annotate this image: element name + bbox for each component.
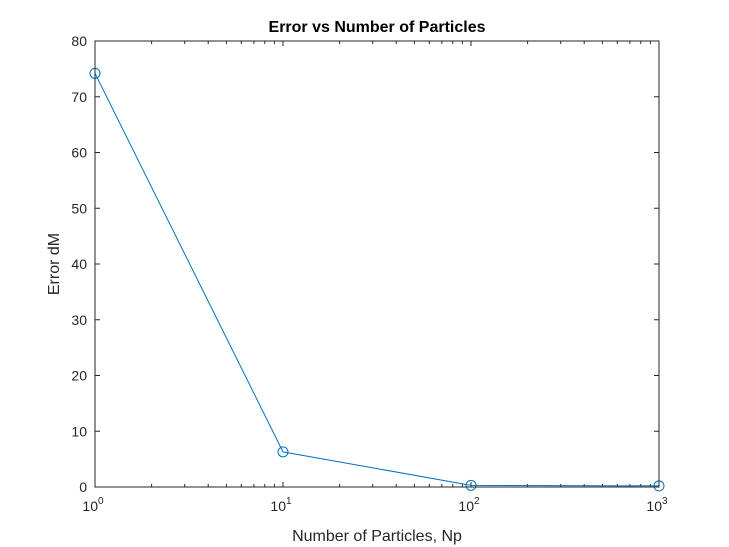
y-tick-label: 60 bbox=[71, 145, 87, 161]
x-tick-label: 101 bbox=[270, 496, 292, 514]
data-point bbox=[277, 446, 289, 458]
x-tick-label: 103 bbox=[646, 496, 668, 514]
y-tick-label: 40 bbox=[71, 256, 87, 272]
x-tick-label: 100 bbox=[82, 496, 104, 514]
y-tick-label: 50 bbox=[71, 200, 87, 216]
axes-box bbox=[94, 40, 660, 488]
data-point bbox=[465, 479, 477, 491]
series-line bbox=[94, 73, 660, 487]
y-axis-label: Error dM bbox=[46, 233, 63, 295]
y-tick-label: 0 bbox=[79, 479, 87, 495]
y-tick-label: 10 bbox=[71, 423, 87, 439]
y-tick-labels: 0 10 20 30 40 50 60 70 80 bbox=[71, 33, 87, 495]
x-tick-labels: 100 101 102 103 bbox=[82, 496, 668, 514]
y-tick-label: 20 bbox=[71, 368, 87, 384]
y-tick-label: 70 bbox=[71, 89, 87, 105]
plot-area bbox=[95, 41, 659, 487]
x-axis-label: Number of Particles, Np bbox=[292, 528, 462, 545]
series-polyline bbox=[94, 73, 660, 487]
x-tick-label: 102 bbox=[458, 496, 480, 514]
y-tick-label: 30 bbox=[71, 312, 87, 328]
chart-title: Error vs Number of Particles bbox=[269, 19, 486, 36]
y-tick-label: 80 bbox=[71, 33, 87, 49]
